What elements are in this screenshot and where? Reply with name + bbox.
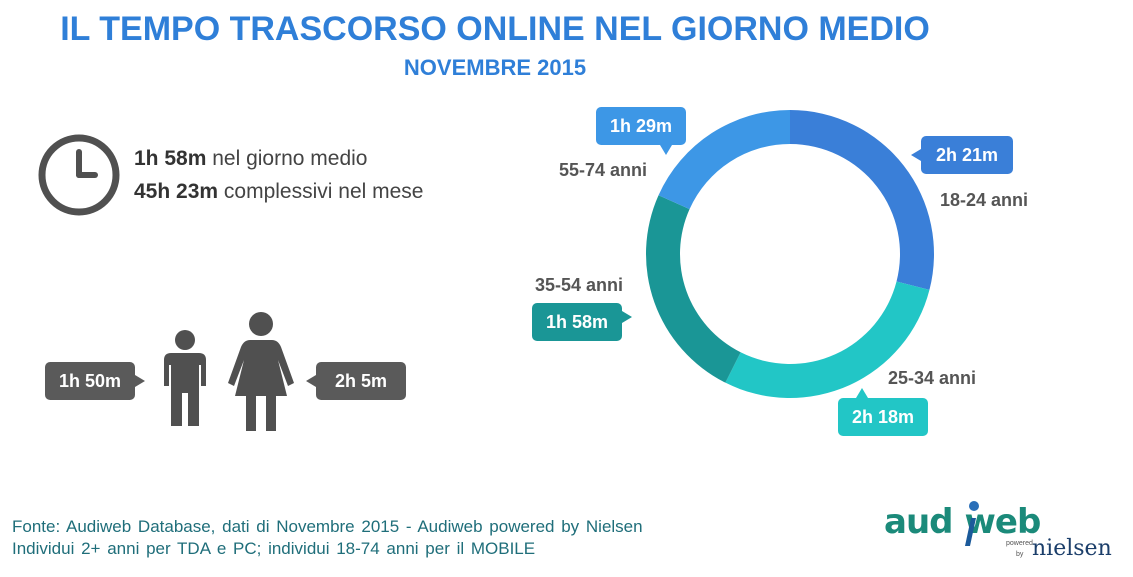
age-35-54-label: 35-54 anni xyxy=(535,275,624,295)
logo-i-mark xyxy=(965,501,979,546)
segment-18-24 xyxy=(790,110,934,290)
daily-value: 1h 58m xyxy=(134,147,207,170)
age-25-34-time: 2h 18m xyxy=(851,406,915,427)
audiweb-logo: aud web powered by nielsen xyxy=(884,500,1114,570)
age-18-24-label: 18-24 anni xyxy=(940,190,1029,210)
age-18-24-time: 2h 21m xyxy=(935,144,999,165)
female-time: 2h 5m xyxy=(334,370,388,391)
logo-nielsen: nielsen xyxy=(1032,536,1112,561)
age-18-24-time-bubble: 2h 21m xyxy=(911,136,1013,174)
segment-55-74 xyxy=(658,110,790,210)
age-55-74-time: 1h 29m xyxy=(609,115,673,136)
male-time: 1h 50m xyxy=(58,370,122,391)
segment-35-54 xyxy=(646,195,741,383)
logo-wordmark: aud web xyxy=(884,502,1041,542)
male-person-icon xyxy=(164,330,206,426)
age-55-74-time-bubble: 1h 29m xyxy=(596,107,686,155)
segment-25-34 xyxy=(725,281,930,398)
male-time-bubble: 1h 50m xyxy=(45,362,145,400)
page-title: IL TEMPO TRASCORSO ONLINE NEL GIORNO MED… xyxy=(60,10,930,48)
female-time-bubble: 2h 5m xyxy=(306,362,406,400)
page-subtitle: NOVEMBRE 2015 xyxy=(403,55,587,80)
monthly-stat: 45h 23m complessivi nel mese xyxy=(134,180,423,204)
clock-icon xyxy=(38,134,120,216)
source-footer: Fonte: Audiweb Database, dati di Novembr… xyxy=(12,516,643,560)
female-person-icon xyxy=(228,312,294,431)
monthly-value: 45h 23m xyxy=(134,180,219,203)
age-55-74-label: 55-74 anni xyxy=(559,160,648,180)
age-donut-chart xyxy=(646,110,934,398)
age-25-34-label: 25-34 anni xyxy=(888,368,977,388)
footer-line-1: Fonte: Audiweb Database, dati di Novembr… xyxy=(12,517,643,536)
logo-powered: powered xyxy=(1006,540,1033,547)
logo-by: by xyxy=(1016,551,1024,558)
monthly-label: complessivi nel mese xyxy=(223,180,424,203)
footer-line-2: Individui 2+ anni per TDA e PC; individu… xyxy=(12,539,536,558)
daily-stat: 1h 58m nel giorno medio xyxy=(134,147,367,171)
daily-label: nel giorno medio xyxy=(212,147,368,170)
age-35-54-time: 1h 58m xyxy=(545,311,609,332)
age-35-54-time-bubble: 1h 58m xyxy=(532,303,632,341)
age-25-34-time-bubble: 2h 18m xyxy=(838,388,928,436)
